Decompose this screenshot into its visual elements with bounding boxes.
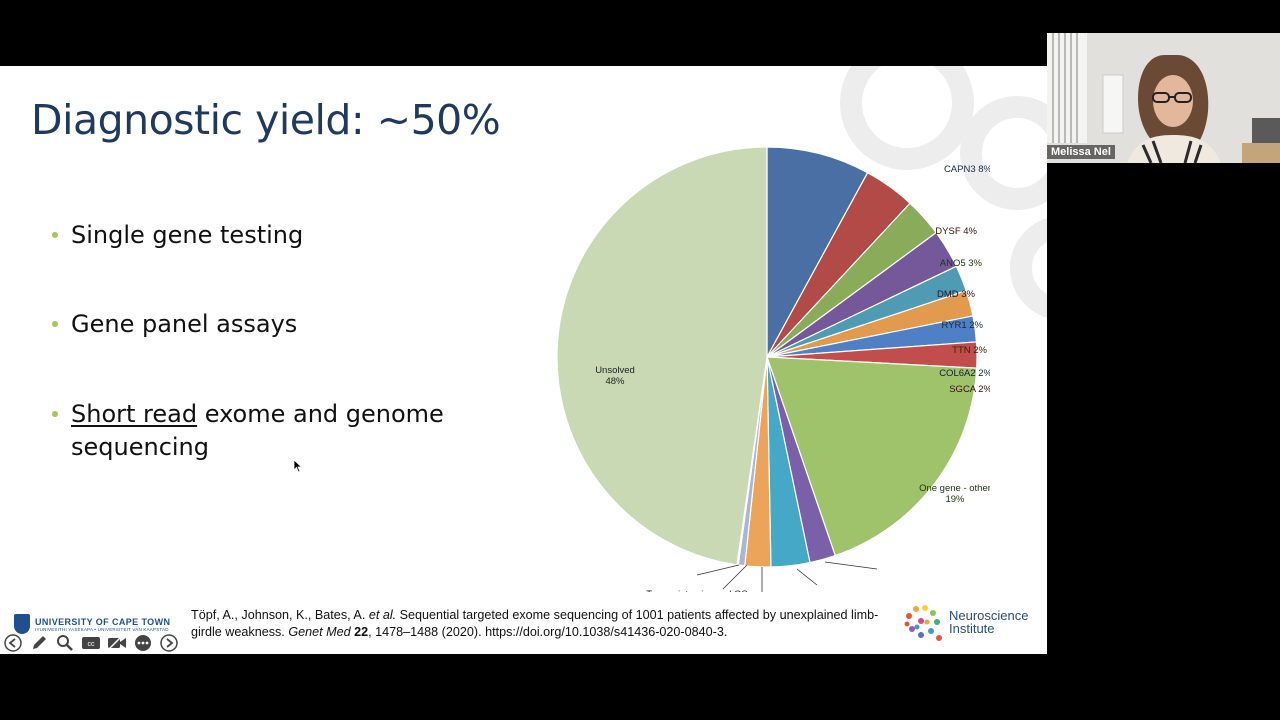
pie-label-dysf: DYSF 4% <box>935 226 977 237</box>
svg-text:cc: cc <box>88 641 96 648</box>
pie-label-ano5: ANO5 3% <box>940 258 983 269</box>
slide-decoration <box>1010 216 1047 320</box>
citation-title: Sequential targeted exome sequencing of … <box>191 608 879 639</box>
pie-leader-line <box>722 564 748 590</box>
more-icon <box>135 635 151 651</box>
bullet-dot <box>52 411 58 417</box>
pie-label-ryr1: RYR1 2% <box>941 320 983 331</box>
uct-logo-sub: IYUNIVESITHI YASEKAPA • UNIVERSITEIT VAN… <box>35 626 169 632</box>
pie-label-unsolved: Unsolved 48% <box>595 365 635 387</box>
pie-labels: CAPN3 8% DYSF 4% ANO5 3% DMD 3% RYR1 2% TTN 2… <box>595 164 990 592</box>
presentation-controls: cc <box>3 633 179 653</box>
arrow-left-icon <box>4 634 22 652</box>
pie-slice-unsolved <box>556 146 768 566</box>
pie-slice-capn3 <box>766 146 869 358</box>
pie-leader-line <box>696 564 740 576</box>
video-button[interactable] <box>107 633 127 653</box>
zoom-button[interactable] <box>55 633 75 653</box>
pie-leader-line <box>796 568 818 586</box>
pie-chart: CAPN3 8% DYSF 4% ANO5 3% DMD 3% RYR1 2% TTN 2… <box>556 146 990 592</box>
pie-label-one-gene-other: One gene - other 19% <box>919 483 990 505</box>
arrow-right-icon <box>160 634 178 652</box>
bullet-text-rest: exome and genome <box>197 400 444 428</box>
pie-label-ttn: TTN 2% <box>952 345 987 356</box>
participant-name-label: Melissa Nel <box>1047 145 1115 159</box>
bullet-text: Single gene testing <box>71 221 304 249</box>
bullet-text: Gene panel assays <box>71 310 298 338</box>
citation-authors: Töpf, A., Johnson, K., Bates, A. <box>191 608 366 622</box>
pie-label-col6a2: COL6A2 2% <box>939 368 990 379</box>
subtitles-icon: cc <box>82 637 100 649</box>
citation-etal: et al. <box>368 608 397 622</box>
participant-video-tile[interactable] <box>1047 33 1280 163</box>
pie-slice-one-gene-other <box>766 356 978 557</box>
underlined-text: Short read <box>71 400 198 428</box>
citation-volume: 22 <box>354 625 369 639</box>
neuroscience-institute-logo: Neuroscience Institute <box>901 602 1029 642</box>
ni-logo-line2: Institute <box>949 621 995 636</box>
bullet-short-read: Short read exome and genome sequencing <box>52 398 482 464</box>
uct-shield-icon <box>14 614 30 634</box>
uct-logo: UNIVERSITY OF CAPE TOWN IYUNIVESITHI YAS… <box>14 612 170 636</box>
citation-journal: Genet Med <box>288 625 351 639</box>
presentation-slide: Diagnostic yield: ~50% Single gene testi… <box>0 66 1047 654</box>
neuroscience-brain-icon <box>904 605 942 641</box>
subtitles-button[interactable]: cc <box>81 633 101 653</box>
ni-logo-line1: Neuroscience <box>949 608 1029 623</box>
video-icon <box>108 636 126 650</box>
participant-video-icon <box>1047 33 1280 163</box>
bullet-text: Short read exome and genome sequencing <box>71 398 482 464</box>
pen-icon <box>33 636 46 649</box>
pie-label-two-genes: Two genes2% <box>966 591 990 592</box>
citation-rest: , 1478–1488 (2020). https://doi.org/10.1… <box>368 625 728 639</box>
mouse-cursor-icon <box>293 459 303 473</box>
zoom-icon <box>57 635 73 651</box>
citation: Töpf, A., Johnson, K., Bates, A. et al. … <box>191 607 891 641</box>
bullet-single-gene: Single gene testing <box>52 219 303 252</box>
slide-title: Diagnostic yield: ~50% <box>31 96 501 144</box>
bullet-text-line2: sequencing <box>71 433 209 461</box>
next-slide-button[interactable] <box>159 633 179 653</box>
pie-label-dmd: DMD 3% <box>937 289 976 300</box>
bullet-dot <box>52 321 58 327</box>
pen-tool-button[interactable] <box>29 633 49 653</box>
pie-label-sgca: SGCA 2% <box>949 384 990 395</box>
more-options-button[interactable] <box>133 633 153 653</box>
pie-label-transcriptomics-and-gs: Transcriptomics and GS0.1% <box>646 589 748 592</box>
pie-slices <box>556 146 978 568</box>
uct-logo-name: UNIVERSITY OF CAPE TOWN <box>35 616 171 627</box>
bullet-dot <box>52 232 58 238</box>
pie-label-capn3: CAPN3 8% <box>944 164 990 175</box>
bullet-gene-panel: Gene panel assays <box>52 308 297 341</box>
pie-leader-line <box>824 561 878 570</box>
previous-slide-button[interactable] <box>3 633 23 653</box>
